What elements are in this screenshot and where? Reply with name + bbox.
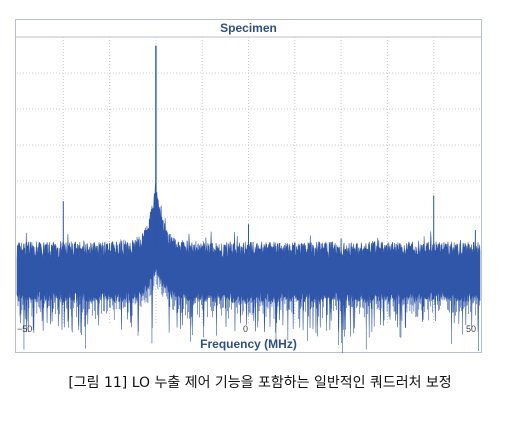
figure-caption: [그림 11] LO 누출 제어 기능을 포함하는 일반적인 쿼드러처 보정 (68, 375, 452, 391)
spectrum-trace (16, 182, 481, 334)
x-axis-label: Frequency (MHz) (200, 337, 297, 351)
chart-title: Specimen (220, 21, 277, 35)
spectrum-figure: Specimen −50 0 50 Frequency (MHz) (15, 19, 482, 353)
x-tick-label-max: 50 (466, 324, 477, 334)
x-tick-label-min: −50 (17, 324, 33, 334)
x-tick-label-zero: 0 (243, 324, 249, 334)
plot-area (15, 19, 482, 353)
